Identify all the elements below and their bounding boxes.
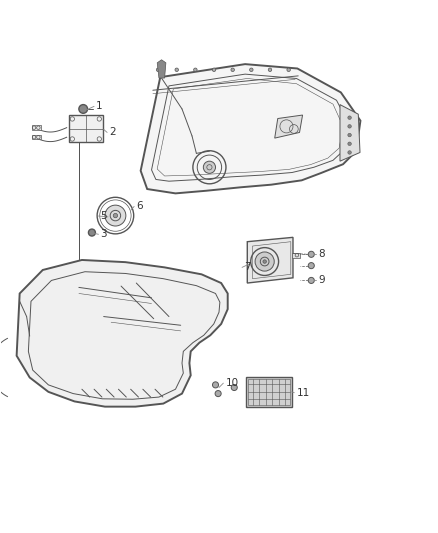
Text: 8: 8 bbox=[318, 249, 325, 260]
Circle shape bbox=[212, 68, 216, 71]
Text: 9: 9 bbox=[318, 276, 325, 286]
Circle shape bbox=[255, 252, 274, 271]
Circle shape bbox=[231, 384, 237, 391]
Circle shape bbox=[203, 161, 215, 173]
Circle shape bbox=[348, 142, 351, 146]
Circle shape bbox=[250, 68, 253, 71]
Circle shape bbox=[215, 391, 221, 397]
Bar bbox=[292, 253, 300, 258]
Text: 7: 7 bbox=[244, 262, 251, 272]
Circle shape bbox=[348, 133, 351, 137]
Text: 10: 10 bbox=[226, 378, 239, 388]
Circle shape bbox=[268, 68, 272, 71]
Circle shape bbox=[113, 213, 117, 218]
Text: 1: 1 bbox=[96, 101, 103, 111]
Circle shape bbox=[88, 229, 95, 236]
Text: 5: 5 bbox=[101, 211, 107, 221]
Polygon shape bbox=[275, 115, 303, 138]
Circle shape bbox=[194, 68, 197, 71]
Polygon shape bbox=[340, 104, 360, 161]
Circle shape bbox=[287, 68, 290, 71]
Polygon shape bbox=[17, 260, 228, 407]
Polygon shape bbox=[141, 64, 360, 193]
Circle shape bbox=[308, 277, 314, 284]
Text: 3: 3 bbox=[101, 229, 107, 239]
Text: 6: 6 bbox=[136, 201, 143, 212]
Circle shape bbox=[175, 68, 178, 71]
Circle shape bbox=[212, 382, 219, 388]
Bar bbox=[246, 377, 292, 407]
Circle shape bbox=[308, 251, 314, 257]
Bar bbox=[32, 135, 41, 140]
Polygon shape bbox=[247, 237, 293, 283]
Circle shape bbox=[348, 151, 351, 154]
Circle shape bbox=[79, 104, 88, 114]
Text: 11: 11 bbox=[297, 387, 310, 398]
Circle shape bbox=[105, 205, 126, 226]
Bar bbox=[32, 125, 41, 130]
Polygon shape bbox=[157, 60, 166, 78]
Circle shape bbox=[308, 263, 314, 269]
Circle shape bbox=[263, 260, 266, 263]
Circle shape bbox=[231, 68, 234, 71]
Circle shape bbox=[348, 125, 351, 128]
Bar bbox=[248, 379, 290, 405]
FancyBboxPatch shape bbox=[69, 116, 103, 142]
Circle shape bbox=[348, 116, 351, 119]
Text: 2: 2 bbox=[110, 127, 116, 138]
Circle shape bbox=[156, 68, 160, 71]
